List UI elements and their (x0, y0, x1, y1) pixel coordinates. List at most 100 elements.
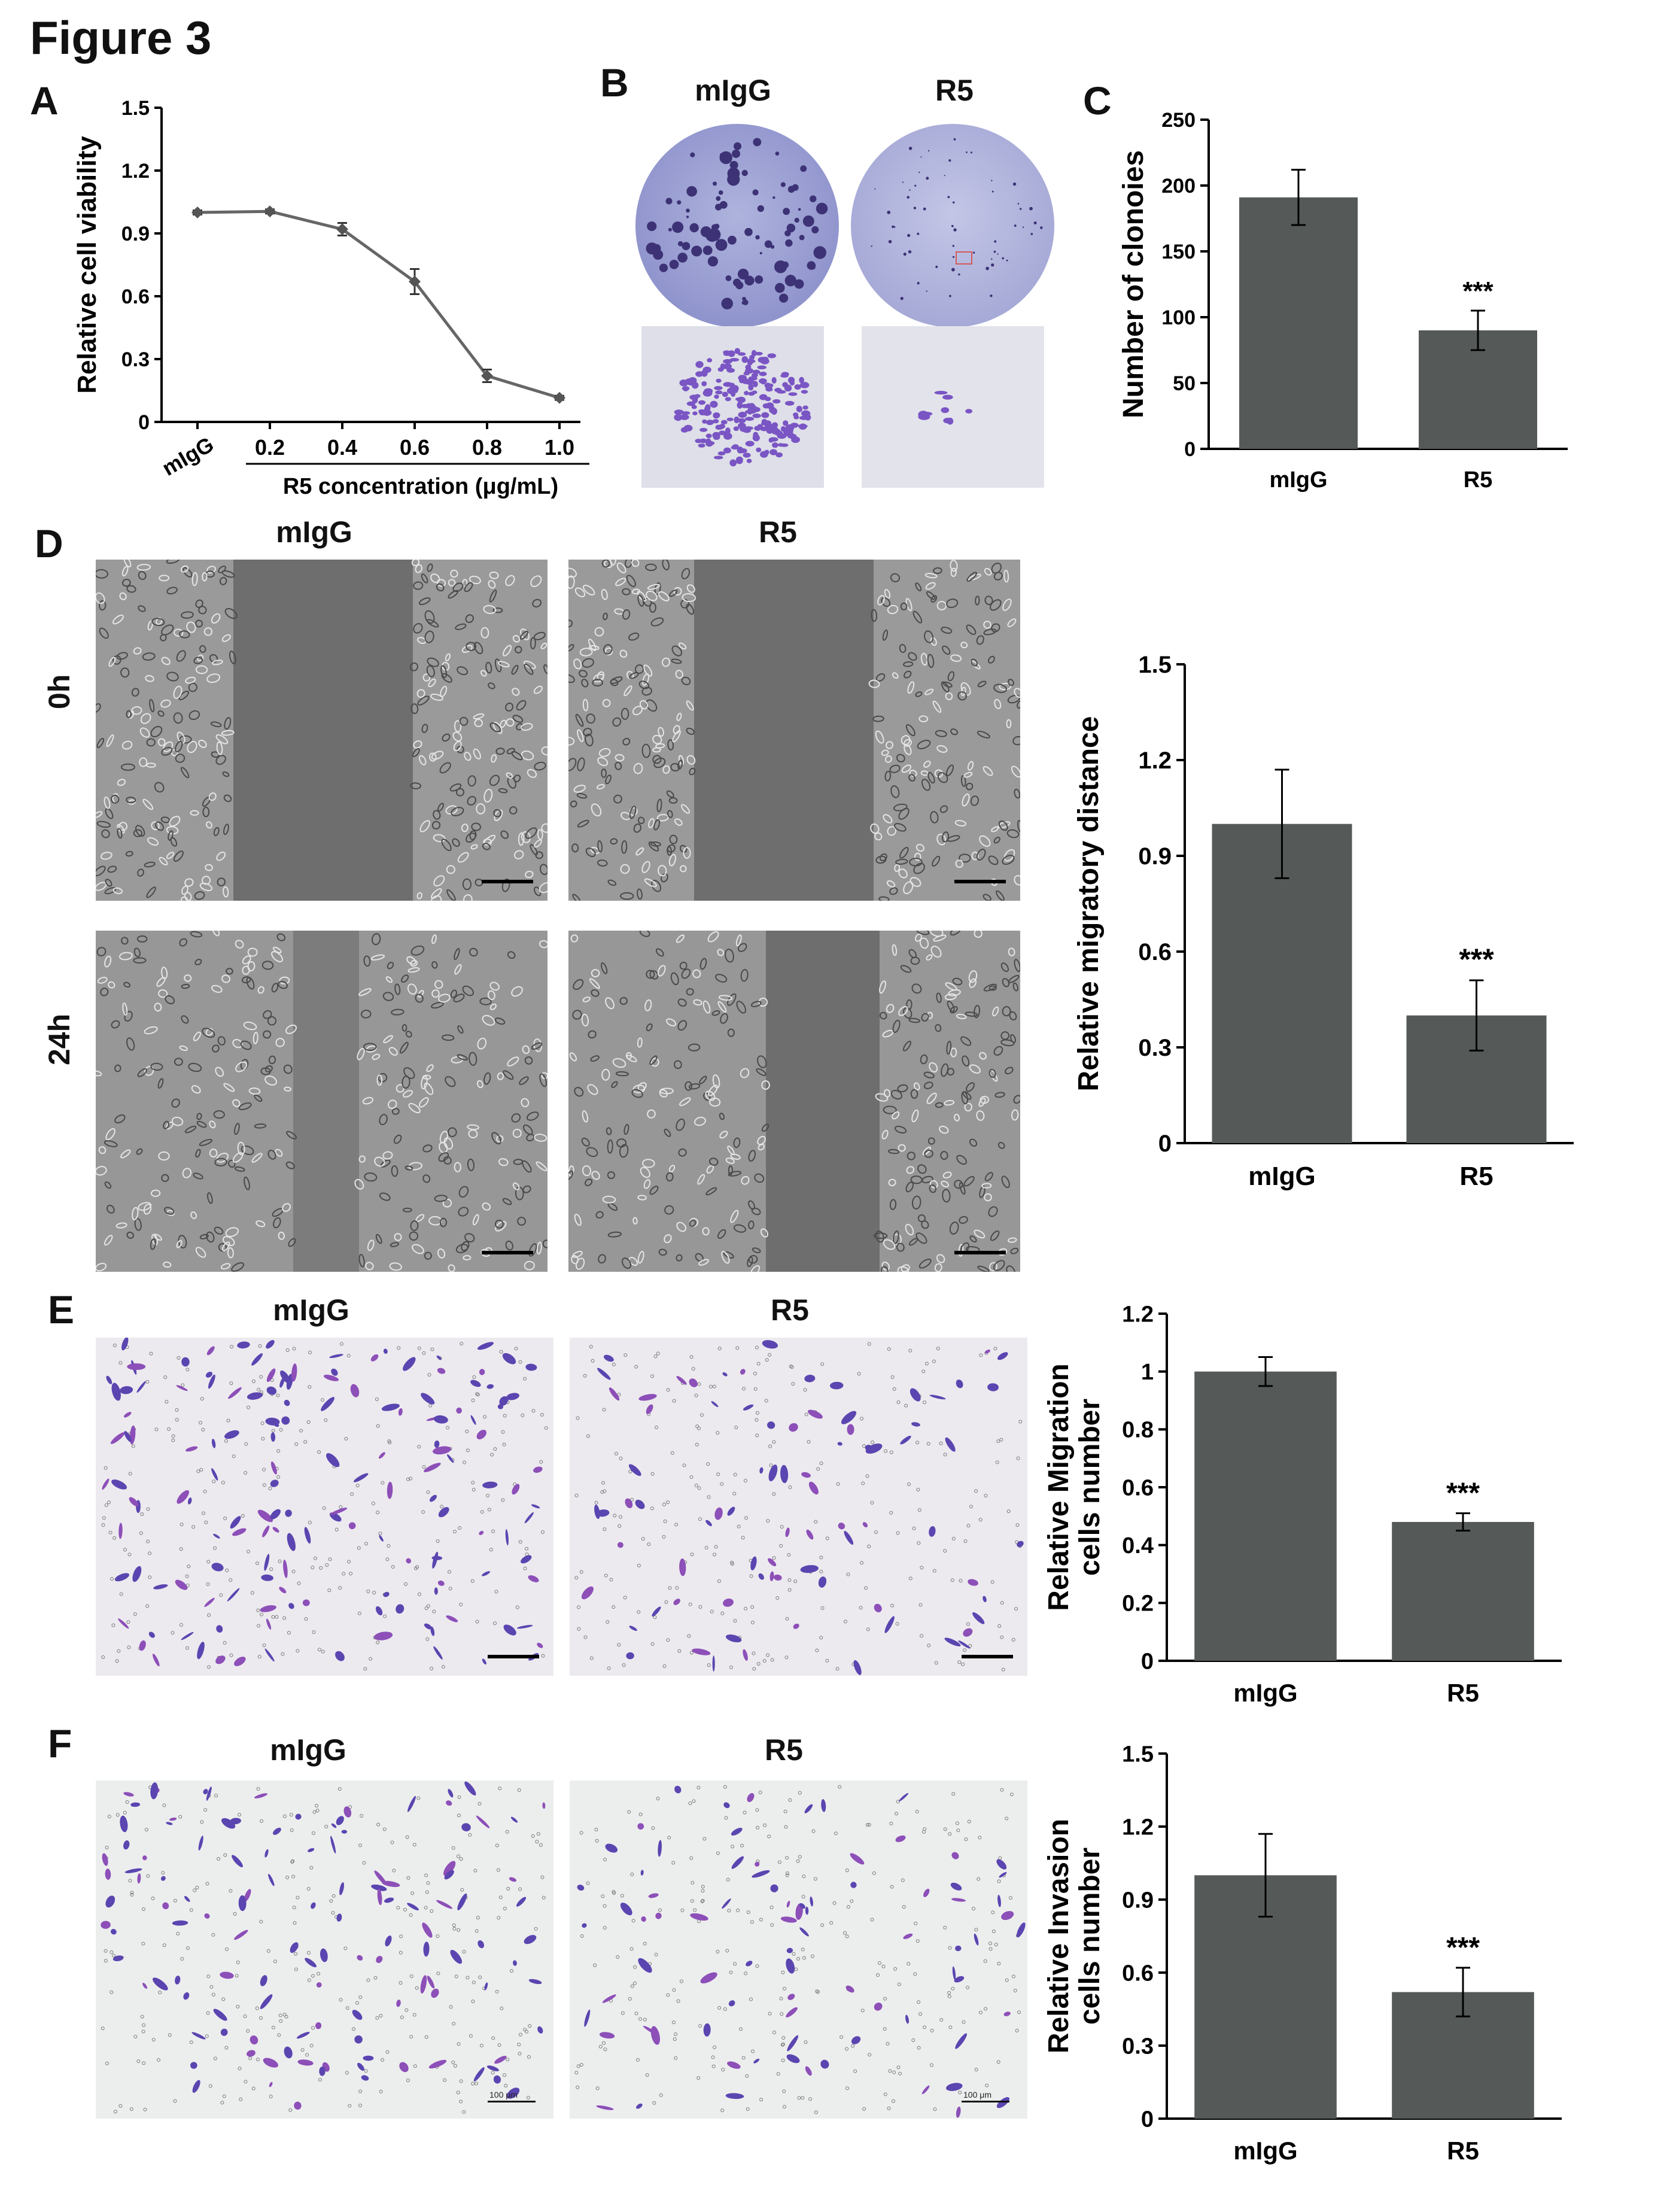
cell (1017, 820, 1020, 833)
cell (114, 1064, 121, 1072)
cell (382, 992, 394, 1001)
pore (595, 1839, 599, 1843)
cell (194, 891, 205, 900)
pore (694, 1393, 698, 1397)
pore (305, 2053, 309, 2057)
pore (518, 2032, 522, 2037)
pore (780, 2012, 784, 2016)
cell (166, 1210, 175, 1216)
cell (756, 1068, 766, 1076)
cell (669, 834, 678, 844)
cell (702, 1227, 710, 1236)
stained-cell (829, 1381, 844, 1390)
pore (498, 1895, 503, 1900)
stained-cell (762, 1340, 778, 1349)
cell (658, 865, 667, 877)
pore (846, 1905, 850, 1909)
pore (1001, 1667, 1005, 1672)
stained-cell (448, 1789, 454, 1798)
pore (617, 1643, 621, 1647)
pore (698, 2024, 702, 2028)
pore (345, 2006, 349, 2010)
colony (764, 240, 772, 248)
cell (741, 403, 749, 408)
pore (932, 1359, 936, 1363)
stained-cell (206, 1346, 215, 1356)
cell (959, 1182, 966, 1195)
cell (927, 771, 935, 784)
colony (918, 171, 920, 174)
cell (254, 1123, 267, 1129)
pore (360, 1814, 364, 1818)
colony (677, 200, 682, 205)
stained-cell (700, 1972, 717, 1984)
significance-label: *** (1446, 1932, 1480, 1964)
cell (126, 1037, 135, 1051)
stained-cell (944, 1637, 961, 1646)
cell (653, 819, 661, 831)
cell (927, 654, 935, 668)
stained-cell (983, 1596, 987, 1603)
pore (207, 1613, 211, 1617)
pore (777, 1860, 781, 1864)
pore (908, 1576, 912, 1581)
pore (339, 1998, 343, 2002)
cell (410, 703, 419, 715)
stained-cell (443, 1861, 456, 1876)
pore (594, 1500, 598, 1505)
pore (996, 1439, 1000, 1444)
cell (912, 610, 923, 624)
cell (440, 665, 448, 678)
colony (874, 188, 876, 190)
pore (119, 1592, 123, 1596)
cell (442, 661, 450, 671)
cell (489, 982, 500, 991)
pore (819, 1636, 823, 1640)
pore (734, 1426, 738, 1430)
colony (745, 279, 748, 282)
pore (366, 1978, 370, 1982)
stained-cell (743, 1649, 748, 1661)
cell (591, 803, 602, 817)
stained-cell (284, 1399, 290, 1406)
colony (757, 205, 764, 212)
colony (994, 240, 997, 243)
cell (180, 767, 190, 779)
pore (490, 1453, 494, 1457)
cell (517, 1217, 527, 1226)
y-tick-label: 0 (1158, 1131, 1172, 1157)
cell (726, 417, 734, 421)
cell (285, 1024, 297, 1034)
cell (965, 409, 973, 414)
cell (718, 995, 733, 1001)
stained-cell (473, 2067, 485, 2082)
cell (615, 753, 625, 762)
pore (721, 2068, 725, 2072)
cell (591, 969, 600, 978)
pore (294, 1442, 299, 1447)
pore (292, 1906, 296, 1910)
cell (385, 976, 393, 983)
pore (603, 1527, 607, 1532)
cell (733, 1137, 741, 1148)
pore (491, 1529, 495, 1533)
cell (712, 419, 719, 424)
pore (890, 1885, 894, 1889)
cell (670, 972, 679, 986)
cell (530, 637, 536, 649)
stained-cell (617, 1542, 623, 1548)
cell (969, 1138, 978, 1147)
pore (201, 1511, 205, 1515)
cell (278, 981, 288, 989)
cell (282, 1203, 291, 1212)
cell (144, 1026, 158, 1035)
pore (385, 1557, 390, 1561)
cell (777, 433, 787, 439)
pore (502, 1442, 506, 1447)
cell (173, 712, 183, 724)
cell (899, 847, 909, 859)
pore (580, 1934, 584, 1938)
pore (462, 2110, 466, 2114)
stained-cell (799, 1927, 809, 1937)
cell (1014, 788, 1020, 799)
